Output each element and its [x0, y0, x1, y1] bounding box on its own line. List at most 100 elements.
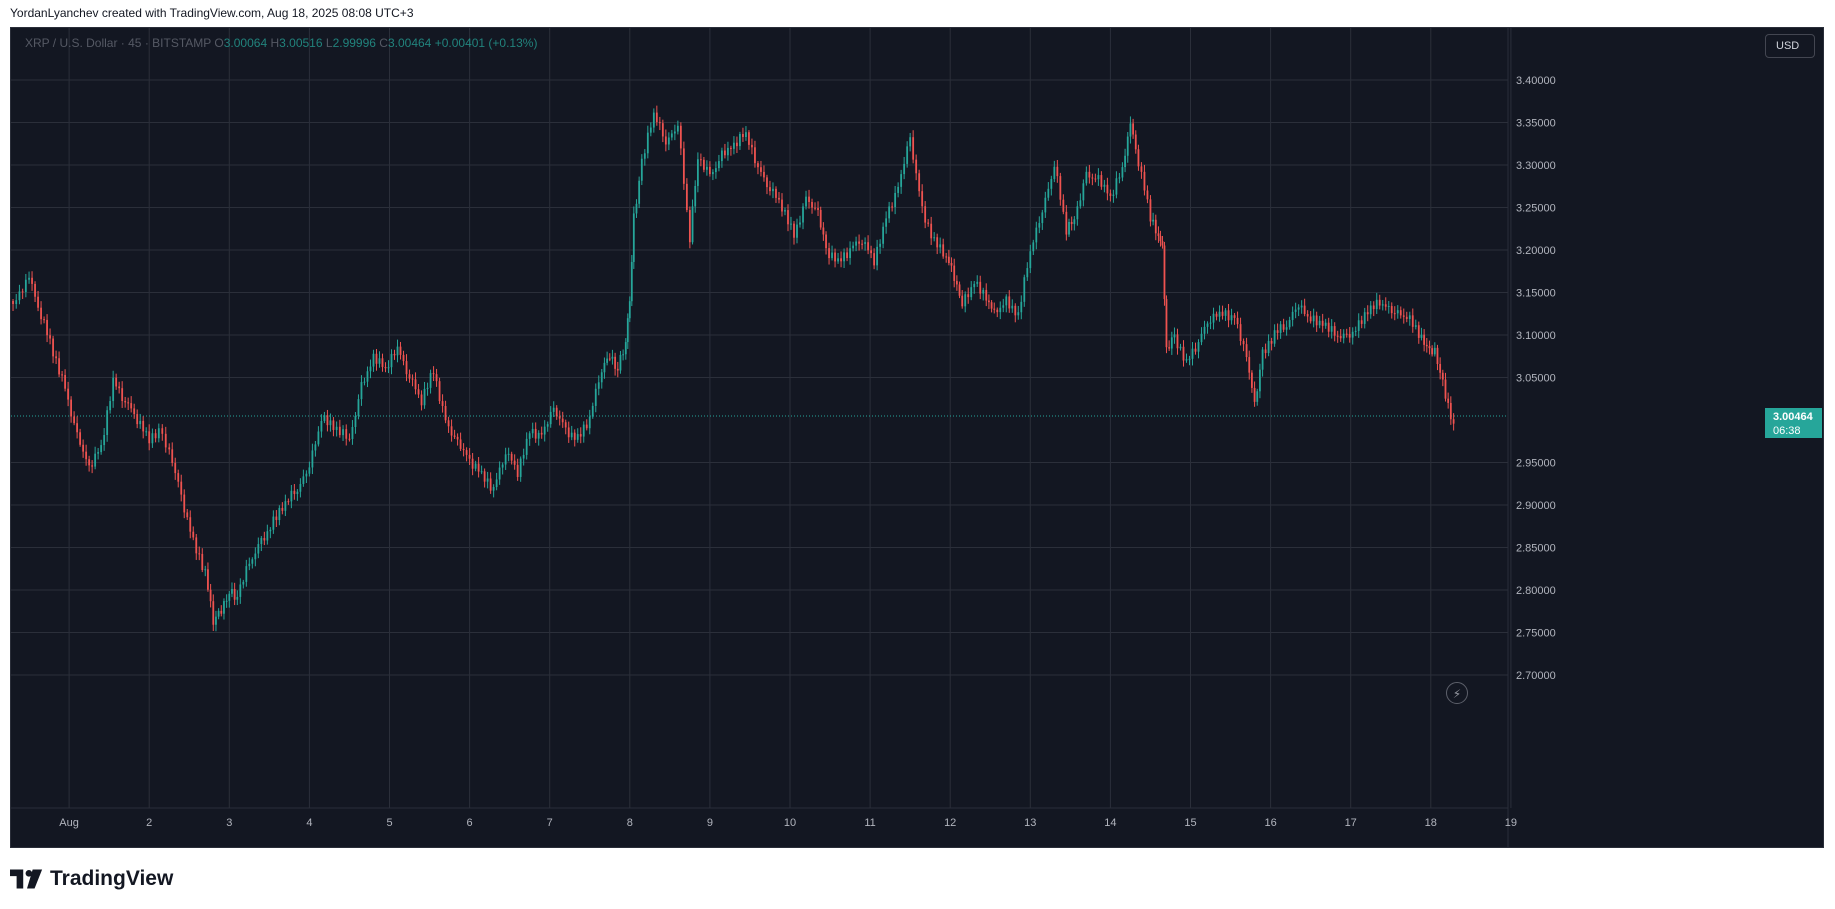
legend-open: 3.00064 — [223, 36, 268, 50]
candle-body — [1215, 313, 1218, 317]
candle-body — [781, 199, 783, 212]
candle-body — [1431, 348, 1434, 355]
candle-body — [696, 159, 699, 186]
candle-body — [772, 188, 774, 192]
symbol-legend: XRP / U.S. Dollar · 45 · BITSTAMP O3.000… — [25, 36, 537, 50]
candle-body — [323, 415, 326, 421]
candle-body — [507, 453, 510, 455]
candle-body — [37, 296, 39, 308]
candle-body — [220, 610, 223, 614]
y-tick-label: 2.95000 — [1516, 458, 1556, 470]
candle-body — [531, 428, 534, 434]
y-tick-label: 2.90000 — [1516, 500, 1556, 512]
candle-body — [317, 431, 320, 445]
candle-body — [201, 553, 204, 571]
candle-body — [207, 569, 209, 590]
candle-body — [1182, 346, 1185, 361]
candle-body — [1132, 123, 1134, 135]
candle-body — [999, 307, 1002, 313]
tradingview-brand[interactable]: TradingView — [10, 866, 173, 892]
x-tick-label: 12 — [944, 817, 956, 829]
candle-body — [626, 318, 629, 343]
candle-body — [1449, 402, 1452, 420]
candle-body — [471, 458, 474, 469]
candle-body — [1366, 312, 1369, 315]
currency-button[interactable]: USD — [1765, 34, 1815, 58]
candle-body — [927, 222, 930, 224]
candle-body — [396, 346, 399, 356]
candle-body — [260, 538, 263, 545]
candle-body — [879, 243, 882, 247]
candle-body — [608, 358, 611, 360]
candle-body — [228, 593, 231, 601]
candle-body — [964, 294, 967, 307]
candle-body — [733, 142, 735, 149]
candle-body — [970, 287, 973, 298]
tradingview-logo-icon — [10, 869, 43, 889]
candle-body — [1070, 221, 1073, 225]
candle-body — [233, 589, 236, 600]
candle-body — [121, 388, 124, 402]
candle-body — [1306, 314, 1309, 317]
candle-body — [909, 137, 912, 147]
candle-body — [204, 569, 207, 571]
candle-body — [837, 258, 839, 262]
candle-body — [223, 601, 225, 614]
candle-body — [1100, 175, 1103, 187]
candle-body — [192, 531, 195, 538]
candle-body — [118, 386, 121, 389]
candle-body — [217, 610, 220, 617]
candle-body — [1109, 193, 1112, 196]
bar-countdown: 06:38 — [1773, 425, 1801, 438]
candle-body — [302, 476, 305, 485]
candle-body — [1351, 331, 1354, 338]
candle-body — [1218, 311, 1221, 317]
candle-body — [1345, 333, 1348, 335]
candle-body — [754, 147, 756, 164]
candle-body — [1428, 346, 1431, 349]
candle-body — [649, 127, 652, 133]
candle-body — [888, 206, 891, 219]
candle-body — [1324, 322, 1327, 326]
candle-body — [438, 381, 441, 402]
candle-body — [130, 403, 133, 409]
candle-body — [263, 538, 266, 541]
candle-body — [1121, 167, 1124, 178]
price-chart[interactable]: 3.40000 3.35000 3.30000 3.25000 3.20000 3.150… — [11, 28, 1823, 847]
candle-body — [614, 356, 617, 369]
candle-body — [1291, 311, 1294, 320]
candle-body — [702, 159, 705, 170]
candle-body — [408, 374, 411, 379]
candle-body — [168, 447, 171, 450]
candle-layer — [12, 105, 1455, 632]
candle-body — [88, 459, 91, 466]
candle-body — [1264, 349, 1267, 354]
candle-body — [1035, 227, 1038, 243]
candle-body — [1050, 179, 1053, 189]
candle-body — [727, 147, 729, 156]
candle-body — [12, 301, 14, 304]
y-tick-label: 3.10000 — [1516, 330, 1556, 342]
candle-body — [40, 307, 42, 320]
y-tick-label: 2.85000 — [1516, 543, 1556, 555]
candle-body — [739, 133, 741, 147]
candle-body — [982, 289, 985, 294]
lightning-bolt-icon[interactable]: ⚡ — [1446, 682, 1468, 704]
candle-body — [1363, 312, 1366, 324]
candle-body — [897, 186, 900, 193]
candle-body — [384, 366, 387, 369]
candle-body — [1082, 183, 1085, 201]
candle-body — [254, 553, 257, 560]
x-tick-label: 2 — [146, 817, 152, 829]
candle-body — [1411, 315, 1414, 327]
candle-body — [1256, 391, 1259, 402]
candle-body — [468, 454, 471, 459]
candle-body — [335, 426, 338, 430]
candle-body — [1227, 310, 1230, 321]
candle-body — [1134, 134, 1137, 150]
chart-panel[interactable]: 3.40000 3.35000 3.30000 3.25000 3.20000 3.150… — [10, 27, 1824, 848]
candle-body — [91, 465, 94, 467]
x-tick-label: 15 — [1184, 817, 1196, 829]
candle-body — [619, 354, 622, 371]
x-tick-label: 5 — [386, 817, 392, 829]
